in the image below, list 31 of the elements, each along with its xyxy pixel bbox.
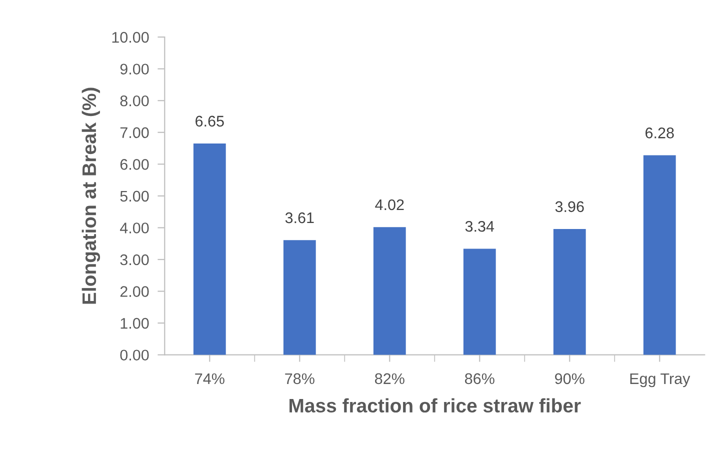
y-tick-label: 10.00 bbox=[112, 32, 149, 43]
data-label: 6.28 bbox=[646, 128, 674, 138]
y-tick-label: 4.00 bbox=[120, 222, 149, 234]
x-tick-label: 78% bbox=[285, 373, 314, 384]
bar bbox=[373, 227, 406, 355]
x-tick-label: 82% bbox=[375, 373, 404, 384]
data-label: 6.65 bbox=[196, 116, 224, 127]
bar bbox=[283, 240, 316, 355]
bar bbox=[463, 248, 496, 355]
y-tick-label: 2.00 bbox=[120, 286, 149, 297]
y-tick-label: 7.00 bbox=[120, 127, 149, 138]
data-label: 3.96 bbox=[555, 201, 584, 212]
x-tick-label: 90% bbox=[555, 373, 584, 384]
data-label: 4.02 bbox=[375, 199, 404, 210]
data-label: 3.61 bbox=[285, 212, 314, 224]
bar bbox=[643, 155, 676, 355]
y-tick-label: 6.00 bbox=[120, 159, 149, 170]
y-tick-label: 1.00 bbox=[120, 318, 149, 329]
y-axis-title: Elongation at Break (%) bbox=[82, 88, 100, 304]
bar bbox=[553, 228, 586, 355]
x-tick-label: 86% bbox=[465, 373, 494, 384]
bar bbox=[193, 144, 226, 355]
y-tick-label: 5.00 bbox=[120, 190, 149, 202]
x-axis-title: Mass fraction of rice straw fiber bbox=[290, 398, 581, 413]
y-tick-label: 9.00 bbox=[120, 64, 149, 75]
y-tick-label: 3.00 bbox=[120, 254, 149, 266]
y-tick-label: 8.00 bbox=[120, 95, 149, 106]
x-tick-label: 74% bbox=[195, 373, 224, 384]
y-tick-label: 0.00 bbox=[120, 350, 149, 361]
data-label: 3.34 bbox=[465, 220, 494, 232]
x-tick-label: Egg Tray bbox=[630, 373, 690, 388]
